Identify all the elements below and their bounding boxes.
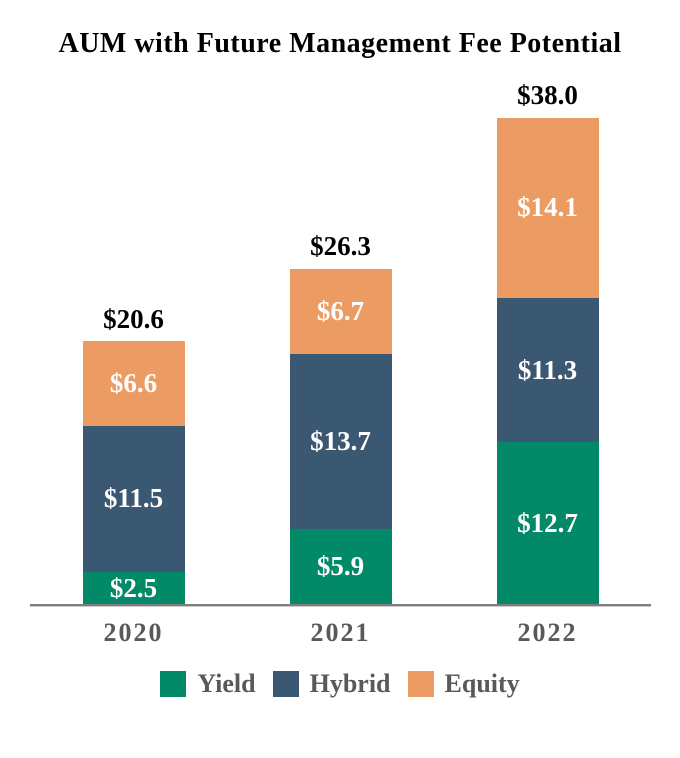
segment-value-label: $12.7: [517, 507, 578, 538]
legend-swatch-hybrid: [272, 671, 299, 698]
bar-segment-yield-2021: $5.9: [289, 528, 392, 605]
segment-value-label: $11.3: [517, 354, 578, 385]
total-label-2021: $26.3: [310, 230, 371, 261]
total-label-2020: $20.6: [103, 303, 164, 334]
bar-segment-hybrid-2022: $11.3: [496, 297, 599, 443]
segment-value-label: $14.1: [517, 192, 578, 223]
legend-item-hybrid: Hybrid: [272, 669, 391, 699]
segment-value-label: $11.5: [103, 483, 164, 514]
bar-segment-equity-2020: $6.6: [82, 341, 185, 426]
bar-segment-equity-2021: $6.7: [289, 268, 392, 355]
legend-item-equity: Equity: [407, 669, 520, 699]
bar-cell-2021: $26.3 $5.9 $13.7 $6.7: [237, 84, 444, 605]
bar-stack-2021: $5.9 $13.7 $6.7: [289, 268, 392, 605]
total-label-2022: $38.0: [517, 80, 578, 111]
x-axis-line: [30, 604, 651, 608]
bar-segment-yield-2022: $12.7: [496, 442, 599, 605]
plot-area: $20.6 $2.5 $11.5 $6.6 $26.3 $5.9 $13.7 $6.7 $38.…: [30, 80, 651, 605]
segment-value-label: $6.7: [316, 295, 365, 326]
legend: Yield Hybrid Equity: [0, 669, 680, 699]
bar-stack-2020: $2.5 $11.5 $6.6: [82, 341, 185, 605]
segment-value-label: $2.5: [109, 572, 158, 603]
x-axis-labels: 2020 2021 2022: [30, 607, 651, 648]
segment-value-label: $6.6: [109, 368, 158, 399]
bar-stack-2022: $12.7 $11.3 $14.1: [496, 118, 599, 605]
legend-swatch-equity: [407, 671, 434, 698]
x-label-2021: 2021: [310, 618, 371, 648]
segment-value-label: $5.9: [316, 551, 365, 582]
bar-segment-hybrid-2020: $11.5: [82, 425, 185, 573]
bar-cell-2022: $38.0 $12.7 $11.3 $14.1: [444, 80, 651, 605]
legend-label-yield: Yield: [197, 669, 256, 699]
segment-value-label: $13.7: [310, 425, 371, 456]
legend-item-yield: Yield: [160, 669, 256, 699]
bar-segment-equity-2022: $14.1: [496, 118, 599, 298]
legend-swatch-yield: [160, 671, 187, 698]
bar-cell-2020: $20.6 $2.5 $11.5 $6.6: [30, 84, 237, 605]
x-label-2022: 2022: [517, 618, 578, 648]
bar-segment-hybrid-2021: $13.7: [289, 354, 392, 529]
legend-label-equity: Equity: [444, 669, 520, 699]
x-label-2020: 2020: [103, 618, 164, 648]
chart-title: AUM with Future Management Fee Potential: [58, 28, 622, 59]
bar-segment-yield-2020: $2.5: [82, 572, 185, 605]
legend-label-hybrid: Hybrid: [309, 669, 391, 699]
